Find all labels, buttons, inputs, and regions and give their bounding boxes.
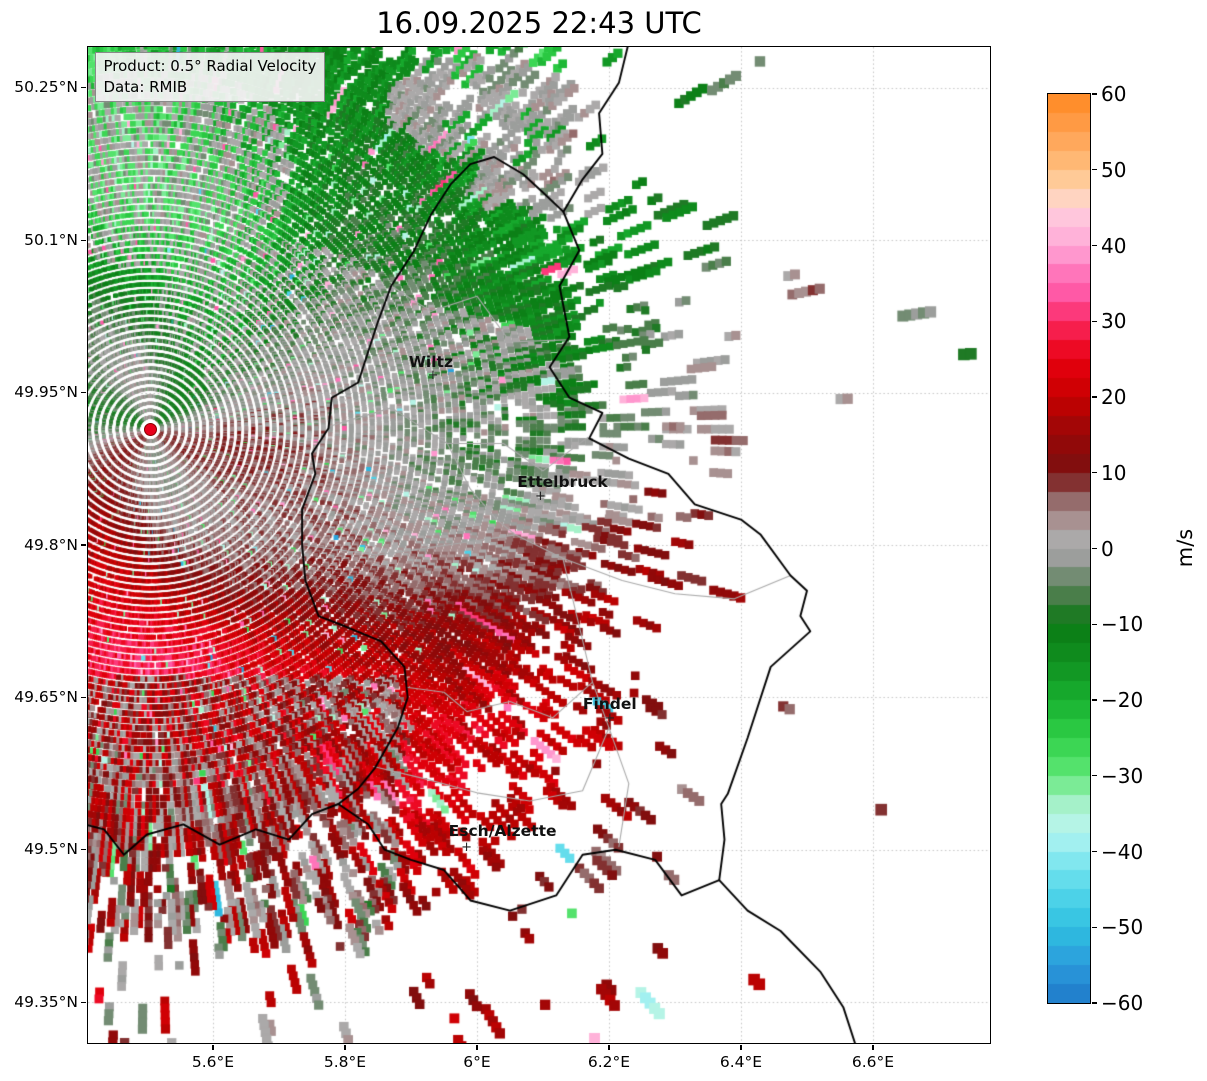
- y-tick-label: 49.5°N: [24, 840, 78, 859]
- map-plot-area: + Wiltz + Ettelbruck + Findel + Esch/Alzette Pr…: [86, 45, 991, 1044]
- y-tick-label: 49.8°N: [24, 535, 78, 554]
- city-label: Wiltz: [408, 352, 453, 371]
- y-tick-mark: [81, 544, 86, 546]
- colorbar-unit-label: m/s: [1173, 528, 1197, 568]
- city-label: Findel: [582, 695, 637, 714]
- y-tick-mark: [81, 696, 86, 698]
- y-tick-label: 49.95°N: [14, 383, 78, 402]
- colorbar-tick-mark: [1092, 169, 1097, 171]
- y-tick-label: 50.25°N: [14, 78, 78, 97]
- city-marker-icon: +: [535, 488, 546, 504]
- colorbar-tick-label: −60: [1101, 991, 1144, 1015]
- x-tick-label: 6.2°E: [587, 1053, 631, 1071]
- colorbar-tick-mark: [1092, 93, 1097, 95]
- x-tick-mark: [476, 1045, 478, 1050]
- colorbar-tick-mark: [1092, 396, 1097, 398]
- x-tick-mark: [872, 1045, 874, 1050]
- city-label: Ettelbruck: [517, 472, 608, 491]
- colorbar-tick-label: 60: [1101, 82, 1127, 106]
- colorbar-tick-mark: [1092, 1002, 1097, 1004]
- radar-field-canvas: [87, 46, 990, 1043]
- y-tick-label: 50.1°N: [24, 230, 78, 249]
- x-tick-mark: [344, 1045, 346, 1050]
- colorbar-tick-label: 10: [1101, 460, 1127, 485]
- y-tick-mark: [81, 239, 86, 241]
- colorbar-tick-label: 0: [1101, 536, 1114, 561]
- colorbar-tick-mark: [1092, 320, 1097, 322]
- radar-site-marker: [144, 423, 158, 437]
- x-tick-mark: [608, 1045, 610, 1050]
- colorbar-tick-label: −30: [1101, 763, 1144, 788]
- city-marker-icon: +: [461, 840, 473, 856]
- colorbar-tick-label: 20: [1101, 385, 1127, 409]
- map-overlay: + Wiltz + Ettelbruck + Findel + Esch/Alzette: [88, 47, 990, 1043]
- colorbar-tick-mark: [1092, 850, 1097, 853]
- x-tick-label: 5.8°E: [323, 1053, 367, 1071]
- product-info-box: Product: 0.5° Radial Velocity Data: RMIB: [94, 51, 326, 103]
- city-marker-icon: +: [604, 711, 616, 727]
- colorbar-tick-label: −20: [1101, 688, 1144, 712]
- colorbar-tick-label: −40: [1101, 839, 1144, 864]
- colorbar-canvas: [1047, 93, 1090, 1003]
- colorbar-tick-mark: [1092, 926, 1097, 928]
- colorbar-tick-mark: [1092, 472, 1097, 474]
- colorbar-tick-label: 40: [1101, 233, 1127, 258]
- data-source-label: Data: RMIB: [103, 77, 188, 96]
- product-label: Product: 0.5° Radial Velocity: [103, 56, 317, 75]
- x-tick-label: 6.6°E: [851, 1053, 895, 1071]
- city-label: Esch/Alzette: [448, 822, 557, 841]
- y-tick-mark: [81, 392, 86, 394]
- x-tick-label: 5.6°E: [191, 1053, 235, 1071]
- colorbar-tick-label: 30: [1101, 309, 1127, 334]
- colorbar-tick-mark: [1092, 244, 1097, 247]
- colorbar-tick-mark: [1092, 775, 1097, 777]
- x-tick-label: 6.4°E: [719, 1053, 763, 1071]
- x-tick-mark: [740, 1045, 742, 1050]
- y-tick-label: 49.65°N: [14, 687, 78, 706]
- y-tick-mark: [81, 87, 86, 89]
- colorbar-tick-label: 50: [1101, 157, 1127, 182]
- x-tick-label: 6°E: [463, 1053, 491, 1071]
- colorbar-tick-mark: [1092, 547, 1097, 550]
- y-tick-mark: [81, 849, 86, 851]
- city-marker-icon: +: [427, 367, 439, 383]
- colorbar-tick-mark: [1092, 623, 1097, 625]
- y-tick-label: 49.35°N: [14, 992, 78, 1011]
- colorbar-tick-mark: [1092, 699, 1097, 701]
- x-tick-mark: [212, 1045, 214, 1050]
- plot-title: 16.09.2025 22:43 UTC: [376, 6, 702, 40]
- colorbar-tick-label: −50: [1101, 915, 1144, 940]
- colorbar: [1046, 92, 1091, 1004]
- colorbar-tick-label: −10: [1101, 612, 1144, 637]
- y-tick-mark: [81, 1001, 86, 1003]
